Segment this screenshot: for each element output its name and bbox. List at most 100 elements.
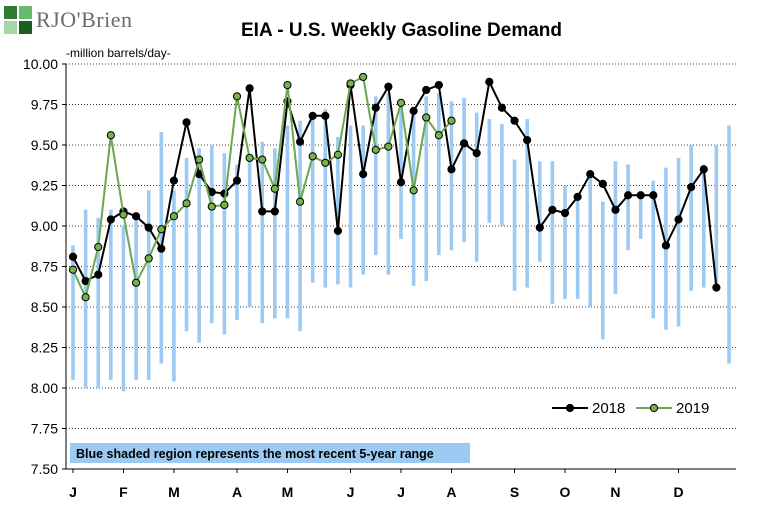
range-bar — [310, 112, 315, 283]
point-2018 — [548, 205, 557, 214]
point-2019 — [447, 116, 456, 125]
range-bar — [601, 201, 605, 340]
legend: 2018 2019 — [552, 400, 709, 417]
range-bar — [273, 148, 277, 319]
series-lines — [68, 72, 721, 302]
range-bar — [348, 125, 353, 288]
point-2018 — [472, 149, 481, 158]
point-2018 — [586, 170, 595, 179]
point-2018 — [687, 183, 696, 192]
y-tick-labels: 10.00 9.75 9.50 9.25 9.00 8.75 8.50 8.25 8.00 7.7… — [23, 56, 58, 477]
range-bar — [399, 104, 403, 239]
x-month-label: D — [673, 484, 683, 500]
range-bar — [727, 125, 731, 364]
range-bar — [462, 98, 466, 243]
legend-marker-2018 — [565, 403, 575, 413]
brand-logo: RJO'Brien — [4, 6, 132, 34]
five-year-range-bars — [71, 93, 731, 392]
point-2018 — [321, 111, 330, 120]
range-bar — [449, 101, 454, 251]
range-bar — [134, 217, 138, 380]
chart-title: EIA - U.S. Weekly Gasoline Demand — [241, 20, 562, 41]
point-2018 — [295, 137, 305, 146]
range-bar — [260, 141, 265, 324]
range-bar — [96, 217, 101, 388]
x-month-label: O — [560, 484, 571, 500]
point-2018 — [94, 270, 103, 279]
range-bar — [71, 245, 75, 380]
point-2018 — [396, 178, 406, 187]
range-bar — [386, 93, 391, 275]
point-2018 — [510, 116, 519, 125]
point-2019 — [131, 278, 141, 287]
range-bar — [626, 164, 630, 251]
y-tick-label: 9.25 — [31, 178, 58, 194]
point-2018 — [169, 176, 179, 185]
point-2018 — [598, 179, 607, 188]
range-bar — [184, 157, 189, 332]
point-2018 — [409, 106, 418, 116]
point-2019 — [245, 153, 254, 163]
point-2018 — [106, 215, 115, 224]
range-bar — [563, 185, 567, 299]
point-2018 — [712, 283, 721, 292]
point-2018 — [232, 176, 242, 185]
range-bar — [121, 226, 126, 392]
point-2018 — [674, 215, 683, 224]
point-2018 — [384, 82, 393, 91]
range-bar — [676, 157, 681, 327]
point-2019 — [396, 98, 406, 107]
range-bar — [411, 109, 416, 286]
range-note: Blue shaded region represents the most r… — [70, 443, 470, 463]
point-2018 — [371, 103, 380, 112]
x-month-label: N — [610, 484, 620, 500]
range-bar — [285, 125, 290, 319]
point-2019 — [144, 254, 153, 263]
range-bar — [235, 164, 239, 320]
y-tick-label: 7.75 — [31, 421, 58, 437]
legend-marker-2019 — [649, 403, 659, 413]
point-2018 — [245, 84, 254, 93]
range-bar — [638, 193, 643, 239]
point-2018 — [447, 165, 456, 174]
point-2019 — [409, 186, 418, 195]
range-bar — [689, 145, 693, 291]
point-2018 — [182, 118, 191, 127]
y-tick-label: 9.75 — [31, 97, 58, 113]
y-tick-label: 8.50 — [31, 299, 58, 315]
point-2018 — [611, 205, 620, 214]
axes — [62, 63, 736, 473]
range-bar — [512, 159, 517, 291]
range-bar — [146, 190, 151, 380]
point-2019 — [119, 210, 128, 219]
point-2018 — [333, 226, 343, 235]
range-bar — [373, 96, 378, 256]
point-2018 — [434, 80, 443, 90]
range-bar — [588, 177, 593, 307]
point-2019 — [157, 225, 166, 234]
x-month-label: J — [397, 484, 405, 500]
point-2018 — [258, 207, 267, 216]
range-note-text: Blue shaded region represents the most r… — [76, 447, 434, 461]
point-2019 — [434, 131, 443, 140]
y-tick-label: 9.00 — [31, 218, 58, 234]
point-2018 — [459, 139, 469, 148]
x-month-label: F — [119, 484, 128, 500]
range-bar — [613, 161, 618, 295]
point-2018 — [636, 191, 645, 200]
point-2019 — [94, 242, 103, 252]
range-bar — [525, 119, 529, 288]
range-bar — [651, 180, 656, 319]
range-bar — [487, 119, 492, 223]
point-2019 — [220, 200, 229, 210]
point-2018 — [573, 192, 582, 201]
point-2019 — [106, 131, 115, 140]
range-bar — [109, 209, 113, 380]
logo-mark-icon — [4, 6, 32, 34]
point-2018 — [535, 223, 544, 232]
range-bar — [323, 109, 328, 288]
y-tick-label: 9.50 — [31, 137, 58, 153]
point-2018 — [623, 191, 633, 200]
